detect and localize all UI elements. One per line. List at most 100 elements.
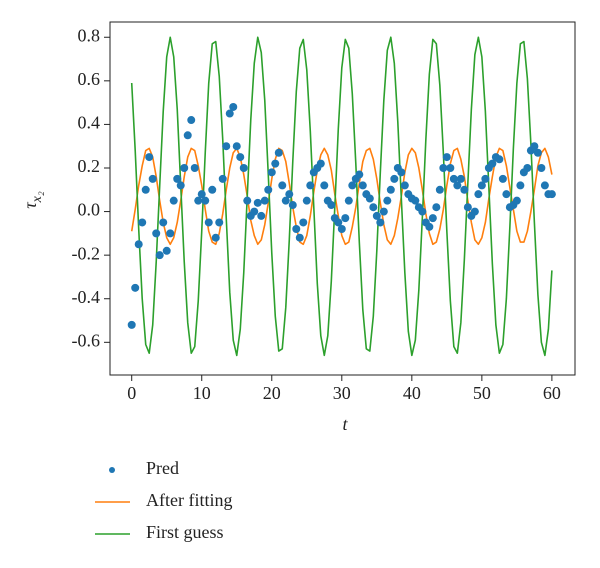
- pred-point: [131, 283, 140, 292]
- pred-point: [383, 196, 392, 205]
- pred-point: [148, 174, 157, 183]
- pred-point: [127, 320, 136, 329]
- pred-point: [372, 211, 381, 220]
- pred-point: [379, 207, 388, 216]
- y-tick-label: 0.0: [78, 200, 101, 220]
- pred-point: [134, 240, 143, 249]
- pred-point: [173, 174, 182, 183]
- pred-point: [253, 198, 262, 207]
- pred-point: [439, 163, 448, 172]
- pred-point: [295, 233, 304, 242]
- y-axis-label: τx₂: [20, 191, 45, 209]
- legend-marker: [109, 467, 115, 473]
- pred-point: [397, 168, 406, 177]
- pred-point: [537, 163, 546, 172]
- pred-point: [456, 174, 465, 183]
- pred-point: [285, 190, 294, 199]
- pred-point: [299, 218, 308, 227]
- pred-point: [145, 153, 154, 162]
- pred-point: [502, 190, 511, 199]
- pred-point: [197, 190, 206, 199]
- y-axis-label-base: τ: [20, 202, 40, 209]
- pred-point: [327, 201, 336, 210]
- pred-point: [162, 246, 171, 255]
- pred-point: [302, 196, 311, 205]
- x-axis-label: t: [342, 414, 348, 434]
- pred-point: [446, 163, 455, 172]
- pred-point: [320, 181, 329, 190]
- y-tick-label: 0.6: [78, 69, 101, 89]
- pred-point: [232, 142, 241, 151]
- legend-label: First guess: [146, 522, 224, 542]
- pred-point: [386, 185, 395, 194]
- pred-point: [418, 207, 427, 216]
- pred-point: [239, 163, 248, 172]
- pred-point: [488, 159, 497, 168]
- pred-point: [218, 174, 227, 183]
- pred-point: [523, 163, 532, 172]
- pred-point: [236, 153, 245, 162]
- pred-point: [442, 153, 451, 162]
- pred-point: [215, 218, 224, 227]
- legend-label: Pred: [146, 458, 179, 478]
- pred-point: [166, 229, 175, 238]
- pred-point: [344, 196, 353, 205]
- pred-point: [355, 170, 364, 179]
- pred-point: [201, 196, 210, 205]
- pred-point: [411, 196, 420, 205]
- pred-point: [316, 159, 325, 168]
- pred-point: [348, 181, 357, 190]
- pred-point: [334, 218, 343, 227]
- x-tick-label: 10: [193, 383, 211, 403]
- pred-point: [432, 203, 441, 212]
- series-line: [130, 147, 553, 246]
- pred-point: [495, 155, 504, 164]
- pred-point: [358, 181, 367, 190]
- pred-point: [138, 218, 147, 227]
- y-tick-label: 0.8: [78, 25, 101, 45]
- pred-point: [274, 148, 283, 157]
- pred-point: [425, 222, 434, 231]
- x-tick-label: 40: [403, 383, 421, 403]
- plot-area: [127, 36, 556, 357]
- pred-point: [229, 102, 238, 111]
- pred-point: [376, 218, 385, 227]
- pred-point: [341, 214, 350, 223]
- pred-point: [194, 196, 203, 205]
- pred-point: [250, 207, 259, 216]
- pred-point: [243, 196, 252, 205]
- pred-point: [369, 203, 378, 212]
- pred-point: [169, 196, 178, 205]
- y-tick-label: -0.2: [72, 243, 101, 263]
- pred-point: [271, 159, 280, 168]
- pred-point: [453, 181, 462, 190]
- pred-point: [190, 163, 199, 172]
- pred-point: [187, 116, 196, 125]
- pred-point: [547, 190, 556, 199]
- pred-point: [204, 218, 213, 227]
- x-tick-label: 60: [543, 383, 561, 403]
- legend-label: After fitting: [146, 490, 232, 510]
- y-tick-label: -0.6: [72, 330, 101, 350]
- pred-point: [211, 233, 220, 242]
- pred-point: [260, 196, 269, 205]
- series-line: [130, 36, 553, 357]
- pred-point: [449, 174, 458, 183]
- pred-point: [288, 201, 297, 210]
- pred-point: [390, 174, 399, 183]
- pred-point: [474, 190, 483, 199]
- pred-point: [400, 181, 409, 190]
- pred-point: [152, 229, 161, 238]
- pred-point: [222, 142, 231, 151]
- pred-point: [292, 225, 301, 234]
- pred-point: [498, 174, 507, 183]
- x-tick-label: 0: [127, 383, 136, 403]
- x-tick-label: 50: [473, 383, 491, 403]
- x-tick-label: 30: [333, 383, 351, 403]
- y-tick-label: 0.4: [78, 113, 101, 133]
- pred-point: [481, 174, 490, 183]
- pred-point: [281, 196, 290, 205]
- pred-point: [176, 181, 185, 190]
- pred-point: [428, 214, 437, 223]
- pred-point: [264, 185, 273, 194]
